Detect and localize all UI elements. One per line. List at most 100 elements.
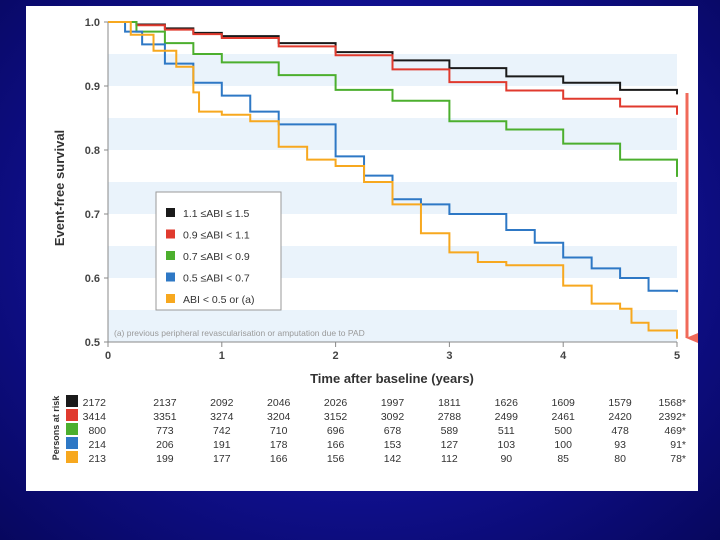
risk-cell: 153 [384,439,402,451]
risk-cell: 589 [441,425,459,437]
y-tick-label: 0.9 [85,81,100,93]
survival-curve [108,21,678,293]
legend-swatch [166,251,175,260]
risk-row-swatch [66,451,78,463]
y-tick-label: 0.6 [85,273,100,285]
legend-swatch [166,272,175,282]
risk-cell: 127 [441,439,459,451]
risk-cell: 3414 [83,411,107,423]
risk-cell: 166 [327,439,345,451]
legend-label: ABI < 0.5 or (a) [183,294,255,306]
x-tick-label: 3 [446,350,452,362]
risk-cell: 469* [664,425,686,437]
risk-cell: 478 [611,425,629,437]
risk-cell: 100 [554,439,572,451]
x-tick-label: 4 [560,350,567,362]
risk-cell: 800 [88,425,106,437]
y-tick-label: 0.7 [85,209,100,221]
risk-cell: 1579 [608,397,632,409]
risk-cell: 511 [498,425,515,437]
y-tick-label: 1.0 [85,17,100,29]
risk-cell: 773 [156,425,174,437]
risk-cell: 742 [213,425,231,437]
risk-cell: 2461 [552,411,576,423]
survival-chart: 0.50.60.70.80.91.00 1 2 3 4 5 1.1 ≤ABI ≤ 1.50… [51,17,698,465]
risk-cell: 199 [156,453,174,465]
risk-cell: 3204 [267,411,291,423]
risk-row-swatch [66,395,78,407]
x-tick-label: 0 [105,350,111,362]
x-tick-label: 5 [674,350,680,362]
risk-cell: 214 [88,439,106,451]
risk-cell: 500 [554,425,572,437]
risk-cell: 90 [500,453,512,465]
legend-swatch [166,229,175,239]
risk-table-label: Persons at risk [51,395,61,461]
risk-cell: 3152 [324,411,348,423]
risk-cell: 85 [557,453,569,465]
legend-label: 1.1 ≤ABI ≤ 1.5 [183,208,250,220]
risk-cell: 3092 [381,411,405,423]
risk-cell: 1811 [438,397,461,409]
legend-box [155,191,282,311]
y-axis-label: Event-free survival [52,130,67,246]
risk-row-swatch [66,437,78,449]
survival-curve [108,21,678,177]
figure-panel: 0.5 0.6 0.7 0.8 0.9 1.0 0 1 2 3 4 5 1.1 ≤ABI ≤ 1.5 0… [26,6,698,491]
risk-cell: 696 [327,425,345,437]
legend-swatch [166,294,175,303]
risk-cell: 166 [270,453,288,465]
risk-cell: 91* [670,439,686,451]
risk-cell: 93 [614,439,626,451]
risk-cell: 142 [384,453,402,465]
risk-cell: 3351 [153,411,177,423]
legend-label: 0.5 ≤ABI < 0.7 [183,273,250,285]
axes: 0.5 0.6 0.7 0.8 0.9 1.0 0 1 2 3 4 5 [85,17,680,362]
chart-band [108,310,677,342]
risk-cell: 80 [614,453,626,465]
x-tick-label: 1 [219,350,225,362]
risk-cell: 2788 [438,411,462,423]
risk-cell: 1997 [381,397,405,409]
legend: 1.1 ≤ABI ≤ 1.5 0.9 ≤ABI < 1.1 0.7 ≤ABI < 0… [155,191,282,311]
footnote: (a) previous peripheral revascularisatio… [114,328,365,338]
risk-cell: 2046 [267,397,291,409]
legend-swatch [166,208,175,217]
risk-cell: 1609 [552,397,576,409]
risk-cell: 2092 [210,397,234,409]
legend-label: 0.9 ≤ABI < 1.1 [183,230,250,242]
risk-cell: 3274 [210,411,234,423]
risk-row-swatch [66,409,78,421]
risk-cell: 710 [270,425,288,437]
citation: Circulation. 2009;120:2053-2061 [472,461,676,477]
x-axis-label: Time after baseline (years) [310,371,474,386]
risk-cell: 177 [213,453,231,465]
risk-cell: 2420 [608,411,632,423]
risk-cell: 213 [88,453,106,465]
risk-cell: 2392* [659,411,686,423]
chart-band [108,118,677,150]
risk-row-swatch [66,423,78,435]
risk-cell: 1568* [659,397,686,409]
risk-table: 2172 2137 2092 2046 2026 1997 1811 1626 1609 1579… [66,395,686,465]
legend-label: 0.7 ≤ABI < 0.9 [183,251,250,263]
risk-cell: 206 [156,439,174,451]
risk-cell: 2026 [324,397,348,409]
risk-cell: 178 [270,439,288,451]
risk-cell: 2172 [83,397,107,409]
risk-cell: 112 [441,453,458,465]
y-tick-label: 0.5 [85,337,100,349]
survival-curves [108,21,678,339]
risk-cell: 2499 [495,411,519,423]
x-tick-label: 2 [333,350,339,362]
risk-cell: 78* [670,453,686,465]
risk-cell: 191 [213,439,231,451]
survival-curve [108,21,678,339]
risk-cell: 103 [498,439,516,451]
y-tick-label: 0.8 [85,145,100,157]
risk-cell: 678 [384,425,402,437]
survival-curve [108,21,678,115]
risk-cell: 2137 [153,397,177,409]
risk-cell: 156 [327,453,345,465]
risk-cell: 1626 [495,397,519,409]
